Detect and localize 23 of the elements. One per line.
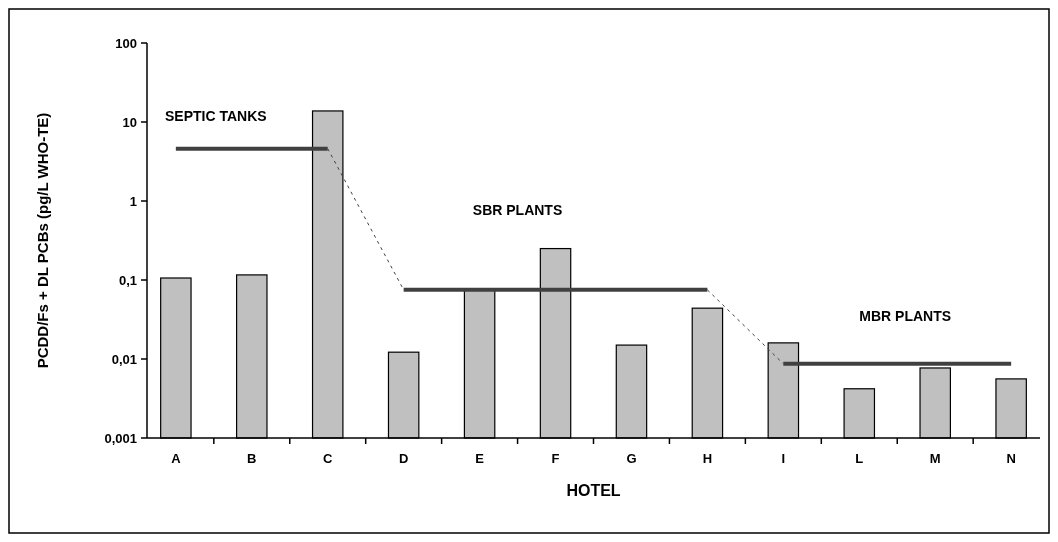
y-tick-label: 1 bbox=[129, 193, 137, 209]
y-tick-label: 0,01 bbox=[111, 351, 137, 367]
y-tick-label: 100 bbox=[115, 35, 137, 51]
x-tick-label: L bbox=[855, 451, 864, 466]
y-axis-title: PCDD/Fs + DL PCBs (pg/L WHO-TE) bbox=[34, 112, 51, 369]
x-tick-label: C bbox=[323, 451, 334, 466]
x-tick-label: H bbox=[702, 451, 713, 466]
x-tick-label: B bbox=[247, 451, 257, 466]
x-tick-label: N bbox=[1006, 451, 1016, 466]
x-tick-label: D bbox=[398, 451, 409, 466]
y-tick-label: 0,001 bbox=[104, 430, 137, 446]
x-tick-label: A bbox=[171, 451, 182, 466]
x-axis-title: HOTEL bbox=[566, 482, 621, 499]
x-tick-label: G bbox=[626, 451, 637, 466]
annotation: SEPTIC TANKS bbox=[164, 107, 267, 124]
annotation: SBR PLANTS bbox=[472, 201, 563, 218]
x-tick-label: E bbox=[475, 451, 485, 466]
x-tick-label: F bbox=[551, 451, 560, 466]
y-tick-label: 10 bbox=[122, 114, 137, 130]
annotation: MBR PLANTS bbox=[859, 307, 952, 324]
y-tick-label: 0,1 bbox=[118, 272, 137, 288]
x-tick-label: I bbox=[781, 451, 786, 466]
x-tick-label: M bbox=[929, 451, 941, 466]
